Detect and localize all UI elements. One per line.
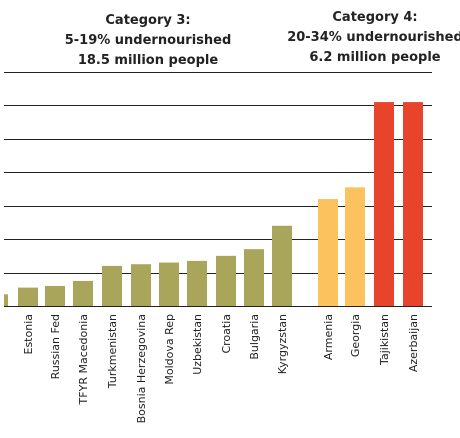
category-label: Bosnia Herzegovina (135, 314, 148, 423)
cat3-line-3: 18.5 million people (78, 53, 218, 68)
bar-kyrgyzstan (272, 225, 292, 306)
bar-bosnia-herzegovina (131, 264, 151, 306)
category-label: TFYR Macedonia (77, 314, 90, 405)
bars (4, 102, 423, 306)
bar-tfyr-macedonia (73, 280, 93, 306)
bar-uzbekistan (187, 260, 207, 306)
category-label: Croatia (220, 314, 233, 354)
cat3-line-2: 5-19% undernourished (65, 33, 232, 48)
category-label: Estonia (22, 314, 35, 355)
gridlines (4, 72, 432, 307)
category-label: Turkmenistan (106, 314, 119, 389)
cat4-line-1: Category 4: (332, 10, 417, 25)
bar-georgia (345, 187, 365, 306)
category-label: Tajikistan (378, 314, 391, 366)
bar-armenia (318, 199, 338, 306)
category-label: Azerbaijan (407, 314, 420, 372)
cat4-line-3: 6.2 million people (309, 50, 440, 65)
bar-tajikistan (374, 102, 394, 306)
category-label: Moldova Rep (163, 314, 176, 385)
category-label: Russian Fed (49, 314, 62, 379)
category-label: Georgia (349, 314, 362, 357)
bar-unlabeled (4, 294, 8, 306)
category-4-annotation: Category 4: 20-34% undernourished 6.2 mi… (287, 10, 460, 65)
bar-russian-fed (45, 285, 65, 306)
category-label: Kyrgyzstan (276, 314, 289, 374)
category-label: Uzbekistan (191, 314, 204, 375)
bar-croatia (216, 255, 236, 306)
bar-bulgaria (244, 249, 264, 306)
bar-turkmenistan (102, 265, 122, 306)
bar-moldova-rep (159, 262, 179, 306)
bar-azerbaijan (403, 102, 423, 306)
cat4-line-2: 20-34% undernourished (287, 30, 460, 45)
category-labels: Estonia Russian Fed TFYR Macedonia Turkmeni… (22, 314, 420, 423)
category-label: Bulgaria (248, 314, 261, 360)
bar-estonia (18, 287, 38, 306)
category-3-annotation: Category 3: 5-19% undernourished 18.5 mi… (65, 13, 232, 68)
category-label: Armenia (322, 314, 335, 360)
cat3-line-1: Category 3: (105, 13, 190, 28)
